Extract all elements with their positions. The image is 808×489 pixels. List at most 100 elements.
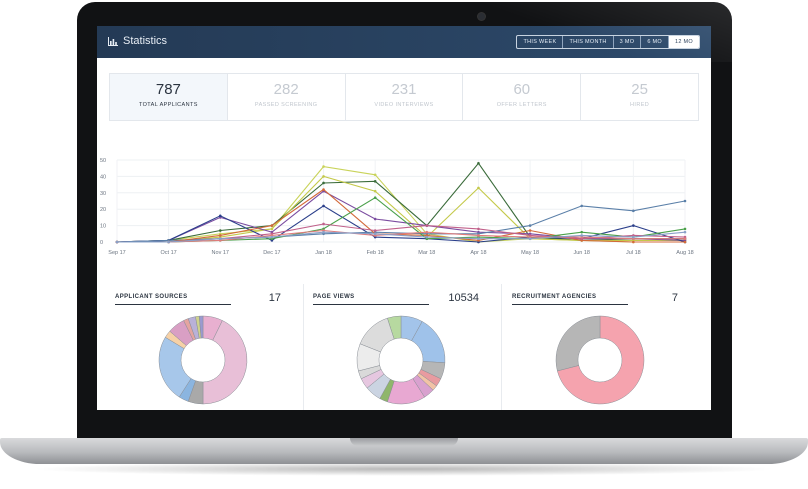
- series-point: [322, 204, 325, 208]
- y-tick-label: 40: [100, 174, 106, 180]
- x-tick-label: May 18: [521, 250, 539, 256]
- series-point: [425, 224, 429, 227]
- bar-chart-icon: [108, 36, 118, 46]
- card-title: PAGE VIEWS: [313, 294, 355, 300]
- stat-hired[interactable]: 25 HIRED: [580, 74, 698, 120]
- series-point: [218, 237, 222, 241]
- series-point: [528, 237, 532, 241]
- series-point: [477, 237, 480, 241]
- series-point: [373, 232, 377, 236]
- stat-total-applicants[interactable]: 787 TOTAL APPLICANTS: [110, 74, 227, 120]
- x-tick-label: Oct 17: [161, 250, 177, 256]
- page-title-text: Statistics: [123, 35, 168, 47]
- series-point: [373, 189, 377, 193]
- donut-slice: [202, 320, 248, 405]
- series-point: [683, 230, 687, 234]
- series-line-10: [117, 231, 686, 243]
- x-tick-label: Jan 18: [315, 250, 332, 256]
- series-point: [270, 224, 274, 227]
- x-tick-label: Sep 17: [108, 250, 125, 256]
- series-point: [580, 230, 584, 234]
- series-line-0: [116, 166, 685, 243]
- card-recruitment-agencies: RECRUITMENT AGENCIES 7: [504, 292, 684, 410]
- range-this-week[interactable]: THIS WEEK: [523, 39, 557, 45]
- card-divider: [501, 284, 502, 410]
- series-point: [322, 175, 325, 178]
- y-tick-label: 0: [100, 240, 103, 246]
- laptop-shadow: [30, 462, 778, 476]
- card-title-underline: [313, 304, 429, 305]
- card-applicant-sources: APPLICANT SOURCES 17: [107, 292, 287, 410]
- x-tick-label: Aug 18: [676, 250, 693, 256]
- stat-value: 282: [273, 81, 299, 98]
- series-line-9: [117, 229, 685, 243]
- series-point: [322, 181, 325, 185]
- card-title: APPLICANT SOURCES: [115, 294, 188, 300]
- donut-slice: [555, 315, 601, 372]
- series-point: [218, 234, 222, 237]
- stat-label: PASSED SCREENING: [254, 102, 318, 108]
- laptop-notch: [350, 438, 458, 446]
- series-point: [322, 188, 325, 191]
- series-point: [683, 227, 687, 231]
- range-12-months[interactable]: 12 MO: [667, 36, 699, 48]
- series-point: [270, 235, 274, 239]
- x-tick-label: Feb 18: [367, 250, 384, 256]
- series-point: [683, 199, 687, 203]
- series-line-1: [116, 162, 685, 243]
- applicants-line-chart: 0 10 20 30 40 50 Sep 17 Oct 17 Nov 17 Dec 17 Jan 1…: [97, 156, 711, 268]
- series-point: [528, 224, 532, 227]
- series-point: [632, 224, 635, 227]
- range-6-months[interactable]: 6 MO: [640, 36, 668, 48]
- series-point: [218, 229, 222, 232]
- series-point: [322, 165, 325, 168]
- series-point: [580, 204, 584, 208]
- series-point: [373, 217, 377, 221]
- card-title-underline: [115, 304, 231, 305]
- stat-offer-letters[interactable]: 60 OFFER LETTERS: [462, 74, 580, 120]
- camera-icon: [478, 13, 485, 20]
- stat-value: 25: [631, 81, 648, 98]
- card-total: 17: [268, 292, 281, 304]
- series-point: [632, 240, 635, 244]
- series-point: [683, 240, 687, 244]
- series-point: [477, 161, 480, 165]
- x-tick-label: Apr 18: [470, 250, 486, 256]
- series-point: [270, 227, 274, 231]
- stat-video-interviews[interactable]: 231 VIDEO INTERVIEWS: [344, 74, 463, 120]
- range-3-months[interactable]: 3 MO: [612, 36, 641, 48]
- stat-passed-screening[interactable]: 282 PASSED SCREENING: [226, 74, 345, 120]
- x-tick-label: Jul 18: [626, 250, 641, 256]
- app-screen: Statistics THIS WEEK THIS MONTH 3 MO 6 M…: [97, 26, 711, 410]
- x-tick-label: Jun 18: [573, 250, 590, 256]
- line-chart-svg: 0 10 20 30 40 50 Sep 17 Oct 17 Nov 17 Dec 17 Jan 1…: [100, 158, 694, 256]
- stat-value: 60: [513, 81, 531, 98]
- stat-label: VIDEO INTERVIEWS: [374, 102, 434, 108]
- series-point: [632, 235, 635, 239]
- series-line-6: [117, 188, 685, 243]
- series-point: [477, 227, 480, 231]
- y-tick-label: 20: [100, 207, 106, 213]
- series-point: [683, 237, 687, 241]
- series-point: [167, 240, 170, 244]
- stat-value: 787: [155, 81, 181, 98]
- series-point: [477, 186, 480, 190]
- stat-label: TOTAL APPLICANTS: [138, 102, 198, 108]
- series-point: [373, 196, 377, 200]
- series-point: [528, 229, 532, 232]
- range-selector: THIS WEEK THIS MONTH 3 MO 6 MO 12 MO: [516, 35, 700, 49]
- recruitment-agencies-donut: [555, 315, 645, 405]
- series-point: [322, 222, 325, 226]
- y-tick-label: 50: [100, 158, 106, 164]
- applicant-sources-donut: [158, 315, 248, 405]
- donut-slice: [198, 315, 204, 339]
- y-tick-label: 30: [100, 191, 106, 197]
- x-tick-label: Nov 17: [212, 250, 229, 256]
- x-tick-label: Mar 18: [418, 250, 435, 256]
- range-this-month[interactable]: THIS MONTH: [562, 36, 612, 48]
- stat-tabs: 787 TOTAL APPLICANTS 282 PASSED SCREENIN…: [109, 73, 699, 121]
- series-point: [115, 240, 119, 244]
- stat-label: HIRED: [630, 102, 650, 108]
- stats-panel: 787 TOTAL APPLICANTS 282 PASSED SCREENIN…: [97, 58, 711, 410]
